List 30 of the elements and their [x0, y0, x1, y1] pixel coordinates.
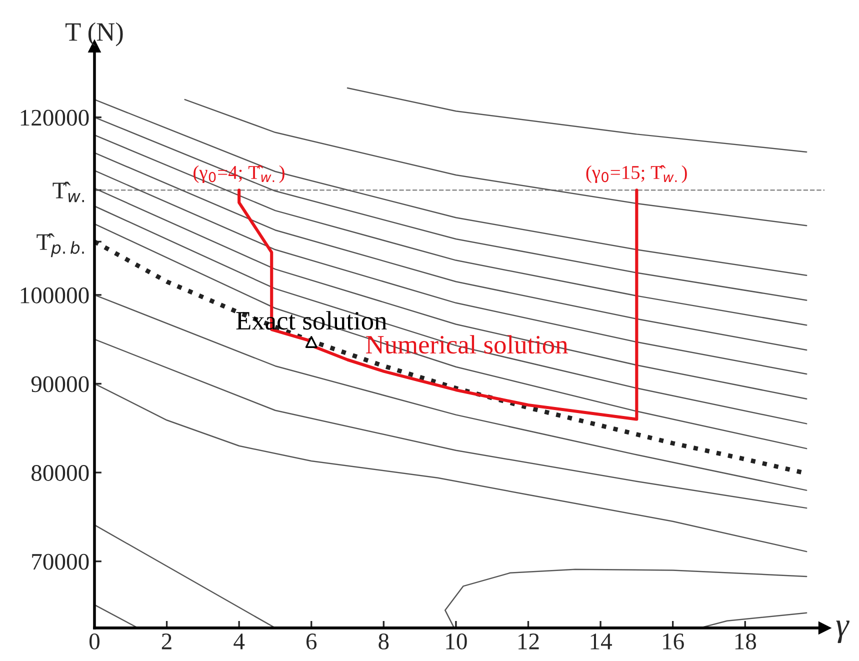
- x-axis-title: γ: [836, 620, 850, 644]
- line-series: [444, 568, 808, 628]
- x-tick-label: 12: [518, 634, 539, 650]
- line-series: [94, 294, 808, 491]
- x-tick-label: 10: [446, 633, 467, 650]
- x-tick-label: 16: [663, 634, 684, 650]
- x-tick-label: 14: [590, 634, 612, 650]
- line-series: [94, 116, 808, 301]
- y-tick-label: 70000: [32, 554, 89, 570]
- y-tick-label: 100000: [20, 287, 89, 304]
- line-series: [94, 205, 808, 424]
- y-tick-label: T̂$_{p.b.}$: [36, 233, 84, 258]
- annotation: (γ$_{0}$=15; T̂$_{w.}$): [586, 165, 687, 183]
- line-series: [346, 87, 808, 153]
- x-tick-label: 8: [378, 633, 389, 650]
- x-tick-label: 2: [162, 634, 172, 650]
- x-tick-label: 4: [234, 634, 245, 650]
- line-series: [94, 98, 808, 276]
- y-tick-label: 90000: [31, 376, 89, 392]
- y-tick-label: 80000: [32, 465, 89, 481]
- line-series: [184, 98, 808, 226]
- line-series: [94, 223, 808, 450]
- x-tick-label: 0: [89, 633, 100, 650]
- y-axis-title: T (N): [66, 22, 123, 46]
- y-tick-label: 120000: [20, 110, 89, 126]
- y-tick-label: T̂$_{w.}$: [52, 182, 84, 202]
- line-series: [94, 383, 808, 552]
- line-series: [94, 188, 808, 400]
- x-tick-label: 6: [306, 634, 317, 650]
- x-tick-label: 18: [735, 633, 756, 650]
